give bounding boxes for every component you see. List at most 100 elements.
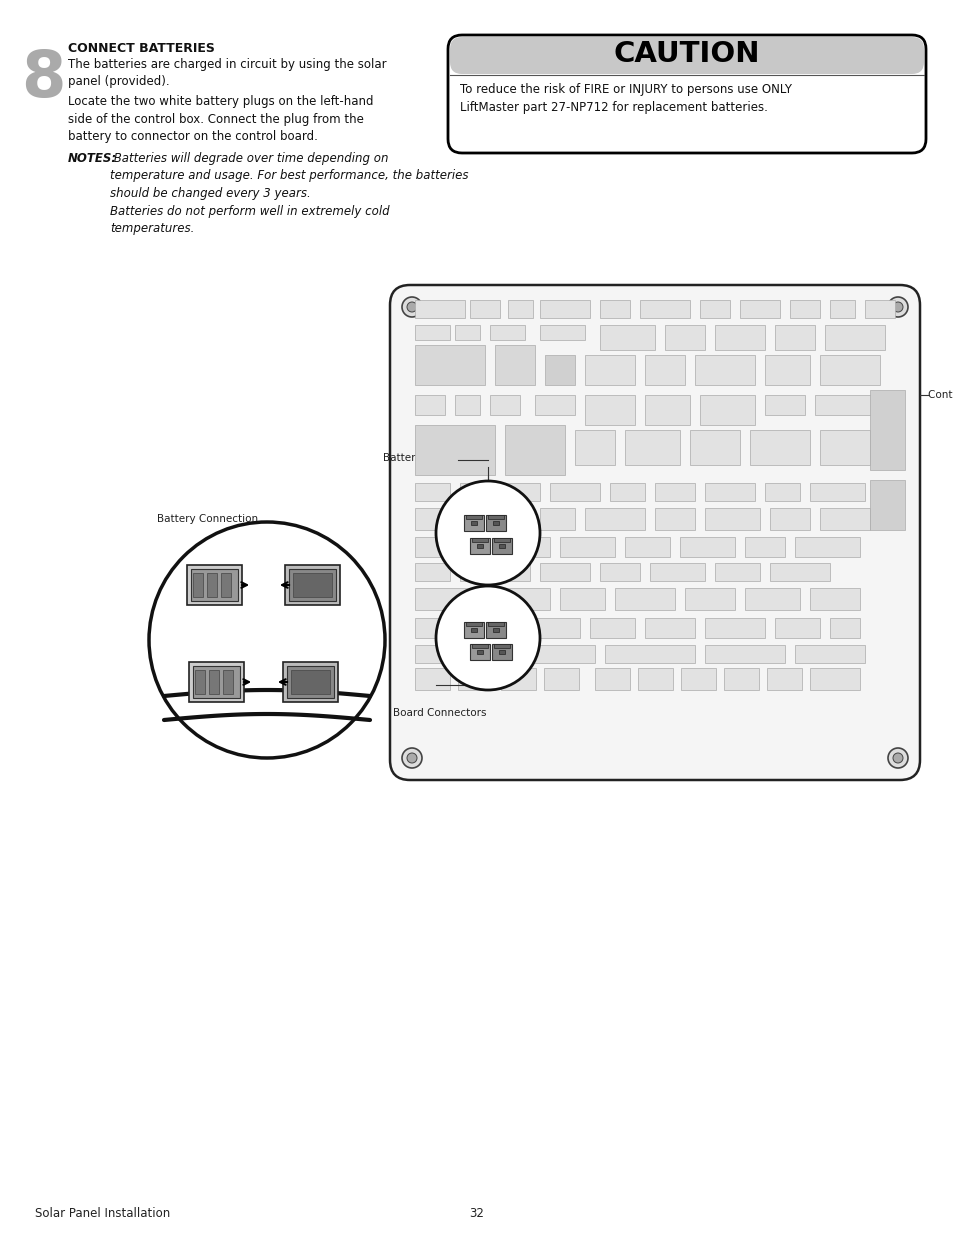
- Bar: [495, 588, 550, 610]
- Bar: [599, 300, 629, 317]
- Bar: [476, 543, 482, 548]
- Bar: [415, 618, 464, 638]
- Bar: [415, 588, 484, 610]
- Bar: [829, 618, 859, 638]
- Text: Control Board: Control Board: [927, 390, 953, 400]
- Bar: [457, 668, 493, 690]
- Bar: [584, 354, 635, 385]
- Bar: [794, 645, 864, 663]
- Bar: [510, 537, 550, 557]
- Bar: [609, 483, 644, 501]
- Bar: [465, 515, 481, 519]
- Bar: [459, 563, 484, 580]
- Bar: [869, 390, 904, 471]
- Bar: [679, 537, 734, 557]
- Bar: [714, 325, 764, 350]
- Bar: [415, 483, 450, 501]
- Bar: [463, 622, 483, 638]
- Bar: [680, 668, 716, 690]
- Bar: [484, 508, 530, 530]
- Bar: [291, 671, 330, 694]
- Circle shape: [436, 585, 539, 690]
- Bar: [624, 537, 669, 557]
- Bar: [749, 430, 809, 466]
- Bar: [695, 354, 754, 385]
- Bar: [744, 537, 784, 557]
- FancyBboxPatch shape: [450, 37, 923, 74]
- Text: CAUTION: CAUTION: [613, 40, 760, 68]
- Bar: [644, 354, 684, 385]
- Bar: [470, 537, 499, 557]
- Bar: [604, 645, 695, 663]
- Circle shape: [887, 748, 907, 768]
- Bar: [550, 483, 599, 501]
- Bar: [524, 618, 579, 638]
- Bar: [544, 354, 575, 385]
- Bar: [459, 483, 490, 501]
- Bar: [684, 588, 734, 610]
- Bar: [488, 622, 503, 626]
- Bar: [820, 354, 879, 385]
- Bar: [589, 618, 635, 638]
- Bar: [223, 671, 233, 694]
- Bar: [471, 521, 476, 525]
- Bar: [704, 483, 754, 501]
- Bar: [649, 563, 704, 580]
- Bar: [789, 300, 820, 317]
- Bar: [415, 395, 444, 415]
- Bar: [285, 564, 339, 605]
- Bar: [492, 643, 512, 659]
- Bar: [485, 515, 505, 531]
- Bar: [493, 629, 498, 632]
- Text: Battery Connectors: Battery Connectors: [382, 453, 484, 463]
- Bar: [559, 588, 604, 610]
- Bar: [700, 395, 754, 425]
- Bar: [794, 537, 859, 557]
- Bar: [769, 563, 829, 580]
- Bar: [472, 538, 488, 542]
- Bar: [644, 618, 695, 638]
- Bar: [864, 300, 894, 317]
- Bar: [470, 300, 499, 317]
- Bar: [495, 345, 535, 385]
- Bar: [193, 666, 240, 698]
- Bar: [559, 537, 615, 557]
- Bar: [539, 508, 575, 530]
- Bar: [498, 650, 504, 655]
- Bar: [490, 325, 524, 340]
- Bar: [624, 430, 679, 466]
- Circle shape: [407, 753, 416, 763]
- Bar: [471, 629, 476, 632]
- Bar: [774, 618, 820, 638]
- Bar: [415, 325, 450, 340]
- Bar: [829, 300, 854, 317]
- Bar: [543, 668, 578, 690]
- Bar: [475, 618, 515, 638]
- Bar: [809, 588, 859, 610]
- Bar: [644, 395, 689, 425]
- Text: Batteries will degrade over time depending on
temperature and usage. For best pe: Batteries will degrade over time dependi…: [110, 152, 468, 235]
- Circle shape: [892, 753, 902, 763]
- Bar: [820, 508, 869, 530]
- Bar: [415, 345, 484, 385]
- Circle shape: [436, 480, 539, 585]
- Bar: [584, 395, 635, 425]
- Bar: [764, 395, 804, 415]
- Bar: [187, 564, 242, 605]
- Bar: [595, 668, 629, 690]
- Circle shape: [407, 303, 416, 312]
- Bar: [539, 325, 584, 340]
- Bar: [824, 325, 884, 350]
- Bar: [809, 483, 864, 501]
- Bar: [820, 430, 869, 466]
- Bar: [539, 563, 589, 580]
- Circle shape: [149, 522, 385, 758]
- Bar: [504, 425, 564, 475]
- Text: Board Connectors: Board Connectors: [393, 708, 486, 718]
- Bar: [415, 508, 475, 530]
- Text: NOTES:: NOTES:: [68, 152, 117, 165]
- Bar: [655, 508, 695, 530]
- Bar: [415, 300, 464, 317]
- Bar: [655, 483, 695, 501]
- Bar: [638, 668, 672, 690]
